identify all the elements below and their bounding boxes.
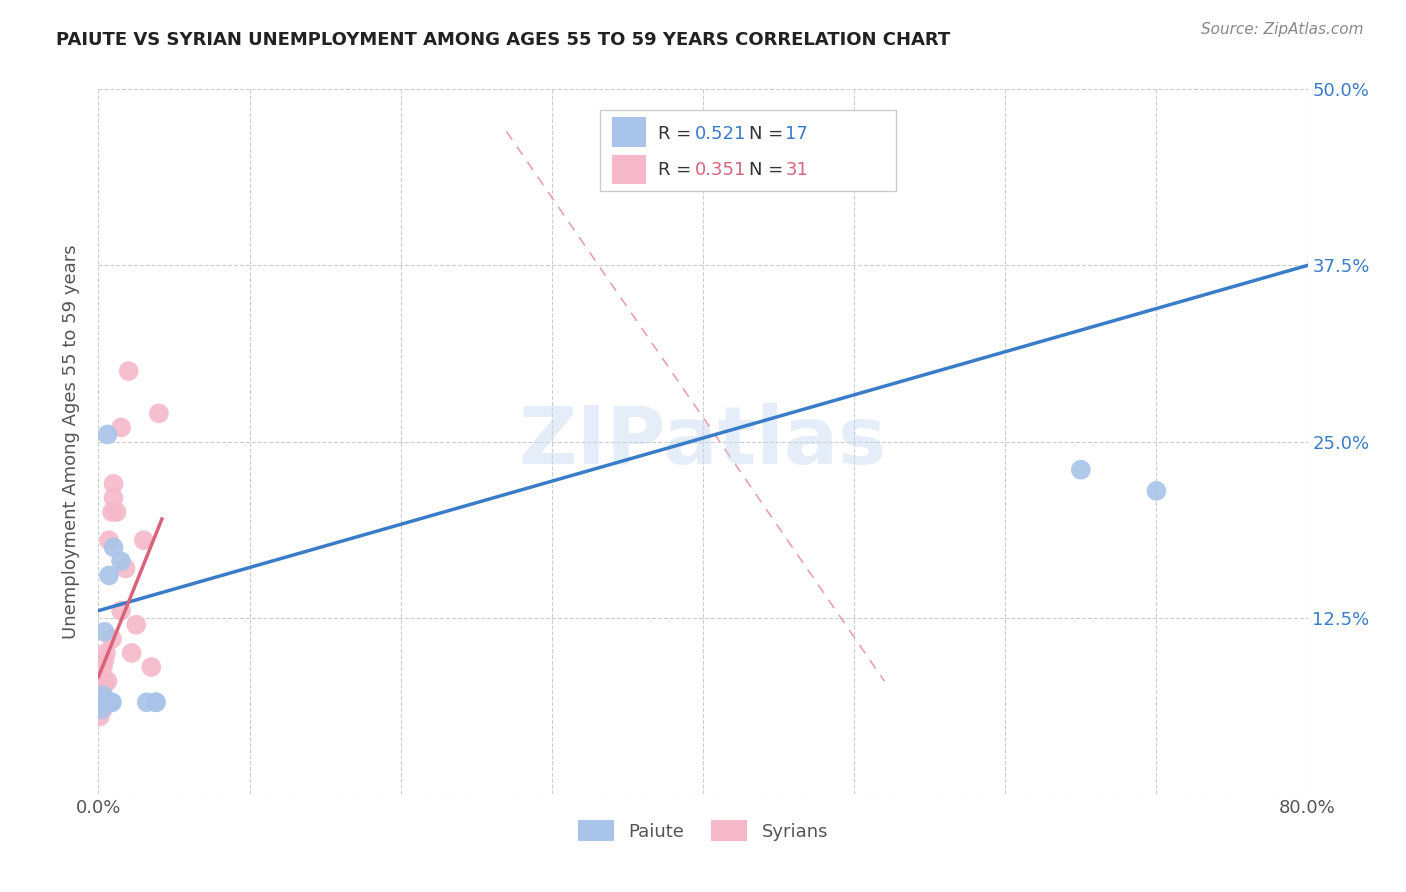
Point xyxy=(101,632,124,646)
Point xyxy=(91,688,114,702)
Point xyxy=(91,702,114,716)
Point xyxy=(148,406,170,420)
Point xyxy=(94,646,117,660)
Text: ZIPatlas: ZIPatlas xyxy=(519,402,887,481)
Y-axis label: Unemployment Among Ages 55 to 59 years: Unemployment Among Ages 55 to 59 years xyxy=(62,244,80,639)
Point xyxy=(93,695,115,709)
Point xyxy=(100,695,122,709)
Point xyxy=(89,709,111,723)
Point xyxy=(90,674,112,689)
Point xyxy=(96,695,118,709)
Text: N =: N = xyxy=(749,161,789,179)
Point xyxy=(93,691,115,706)
Point xyxy=(145,695,167,709)
Point xyxy=(93,653,115,667)
Legend: Paiute, Syrians: Paiute, Syrians xyxy=(571,813,835,848)
Point xyxy=(91,695,114,709)
Point xyxy=(103,541,125,555)
Point xyxy=(135,695,157,709)
Point xyxy=(110,604,132,618)
Point xyxy=(91,681,114,696)
Point xyxy=(94,695,117,709)
Point xyxy=(121,646,143,660)
Point xyxy=(103,476,125,491)
FancyBboxPatch shape xyxy=(613,154,647,185)
Point xyxy=(110,420,132,434)
Point xyxy=(91,695,114,709)
Text: N =: N = xyxy=(749,125,789,143)
Point xyxy=(105,505,128,519)
Text: PAIUTE VS SYRIAN UNEMPLOYMENT AMONG AGES 55 TO 59 YEARS CORRELATION CHART: PAIUTE VS SYRIAN UNEMPLOYMENT AMONG AGES… xyxy=(56,31,950,49)
Text: R =: R = xyxy=(658,161,697,179)
Point xyxy=(94,695,117,709)
Point xyxy=(118,364,141,378)
Point xyxy=(98,533,121,548)
Point xyxy=(125,617,148,632)
Point xyxy=(93,674,115,689)
Point xyxy=(1070,463,1092,477)
Point xyxy=(101,695,124,709)
Point xyxy=(90,702,112,716)
Point xyxy=(103,491,125,505)
Point xyxy=(132,533,155,548)
Point xyxy=(89,695,111,709)
Point xyxy=(98,568,121,582)
FancyBboxPatch shape xyxy=(613,118,647,147)
Point xyxy=(141,660,163,674)
Point xyxy=(96,674,118,689)
FancyBboxPatch shape xyxy=(600,111,897,192)
Point xyxy=(145,695,167,709)
Text: 17: 17 xyxy=(785,125,808,143)
Point xyxy=(101,505,124,519)
Point xyxy=(1144,483,1167,498)
Point xyxy=(110,554,132,568)
Text: 0.521: 0.521 xyxy=(695,125,747,143)
Text: 31: 31 xyxy=(785,161,808,179)
Point xyxy=(114,561,136,575)
Point xyxy=(91,660,114,674)
Point xyxy=(90,702,112,716)
Text: 0.351: 0.351 xyxy=(695,161,747,179)
Point xyxy=(93,624,115,639)
Point xyxy=(100,695,122,709)
Point xyxy=(96,427,118,442)
Text: Source: ZipAtlas.com: Source: ZipAtlas.com xyxy=(1201,22,1364,37)
Text: R =: R = xyxy=(658,125,697,143)
